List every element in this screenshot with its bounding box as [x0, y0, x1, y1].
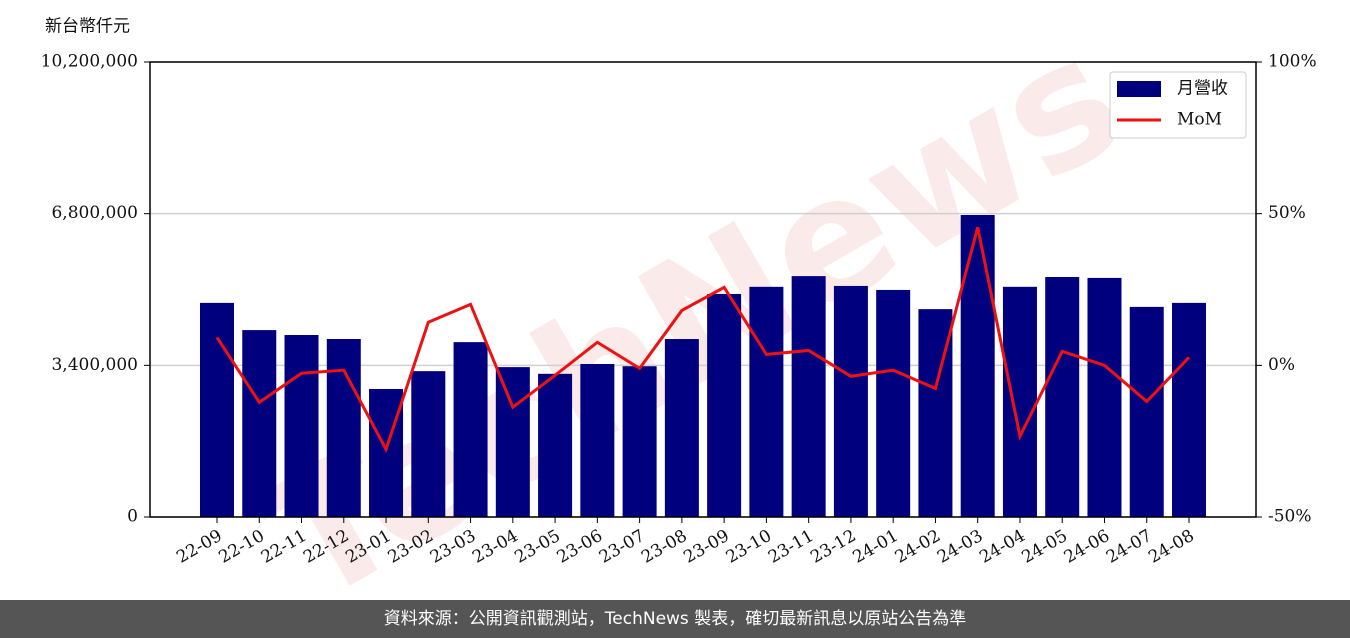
y2-tick-label: 0% — [1268, 355, 1295, 375]
x-tick-label: 23-12 — [807, 526, 859, 568]
y-tick-label: 0 — [127, 507, 138, 527]
x-tick-label: 24-08 — [1145, 526, 1197, 568]
bar — [833, 285, 868, 517]
y2-tick-label: -50% — [1268, 507, 1312, 527]
footer-bar — [0, 600, 1350, 638]
x-tick-label: 23-06 — [554, 526, 606, 568]
bar — [538, 373, 573, 517]
legend-label: 月營收 — [1177, 79, 1228, 99]
x-tick-label: 22-10 — [216, 526, 268, 568]
x-tick-label: 23-09 — [680, 526, 732, 568]
bar — [580, 363, 615, 517]
x-tick-label: 23-07 — [596, 526, 648, 568]
bar — [707, 293, 742, 517]
bar — [369, 388, 404, 517]
bar — [791, 276, 826, 517]
bar — [1172, 302, 1206, 517]
bar — [242, 330, 277, 517]
line — [215, 226, 1191, 454]
bar — [876, 289, 911, 517]
bar — [960, 215, 995, 518]
bar — [284, 335, 319, 517]
bar — [453, 342, 488, 517]
plot-frame — [149, 61, 1257, 518]
bar — [749, 286, 784, 517]
bar — [1129, 306, 1164, 517]
bar — [1002, 286, 1037, 517]
y2-tick-label: 100% — [1268, 52, 1317, 72]
x-tick-label: 24-04 — [976, 526, 1028, 568]
bar — [1045, 277, 1080, 517]
bar — [622, 366, 657, 517]
y-tick-label: 3,400,000 — [51, 355, 138, 375]
x-tick-label: 22-09 — [173, 526, 225, 568]
footer: 資料來源：公開資訊觀測站，TechNews 製表，確切最新訊息以原站公告為準 — [384, 609, 966, 629]
y-axis-label: 新台幣仟元 — [45, 17, 130, 37]
bar — [326, 339, 361, 517]
y-tick-label: 6,800,000 — [51, 203, 138, 223]
x-tick-label: 23-11 — [765, 526, 817, 568]
x-tick-label: 23-08 — [638, 526, 690, 568]
bar — [495, 367, 530, 517]
x-tick-label: 24-03 — [934, 526, 986, 568]
bar — [664, 339, 699, 517]
legend-label: MoM — [1177, 110, 1222, 130]
legend-swatch — [1117, 81, 1161, 97]
x-tick-label: 24-05 — [1019, 526, 1071, 568]
bar — [411, 371, 446, 517]
y2-tick-label: 50% — [1268, 203, 1306, 223]
x-tick-label: 23-10 — [723, 526, 775, 568]
y-tick-label: 10,200,000 — [41, 52, 138, 72]
x-tick-label: 24-01 — [849, 526, 901, 568]
x-tick-label: 24-07 — [1103, 526, 1155, 568]
x-tick-label: 24-06 — [1061, 526, 1113, 568]
x-tick-label: 24-02 — [892, 526, 944, 568]
bar — [1087, 277, 1122, 517]
bar — [200, 302, 234, 517]
